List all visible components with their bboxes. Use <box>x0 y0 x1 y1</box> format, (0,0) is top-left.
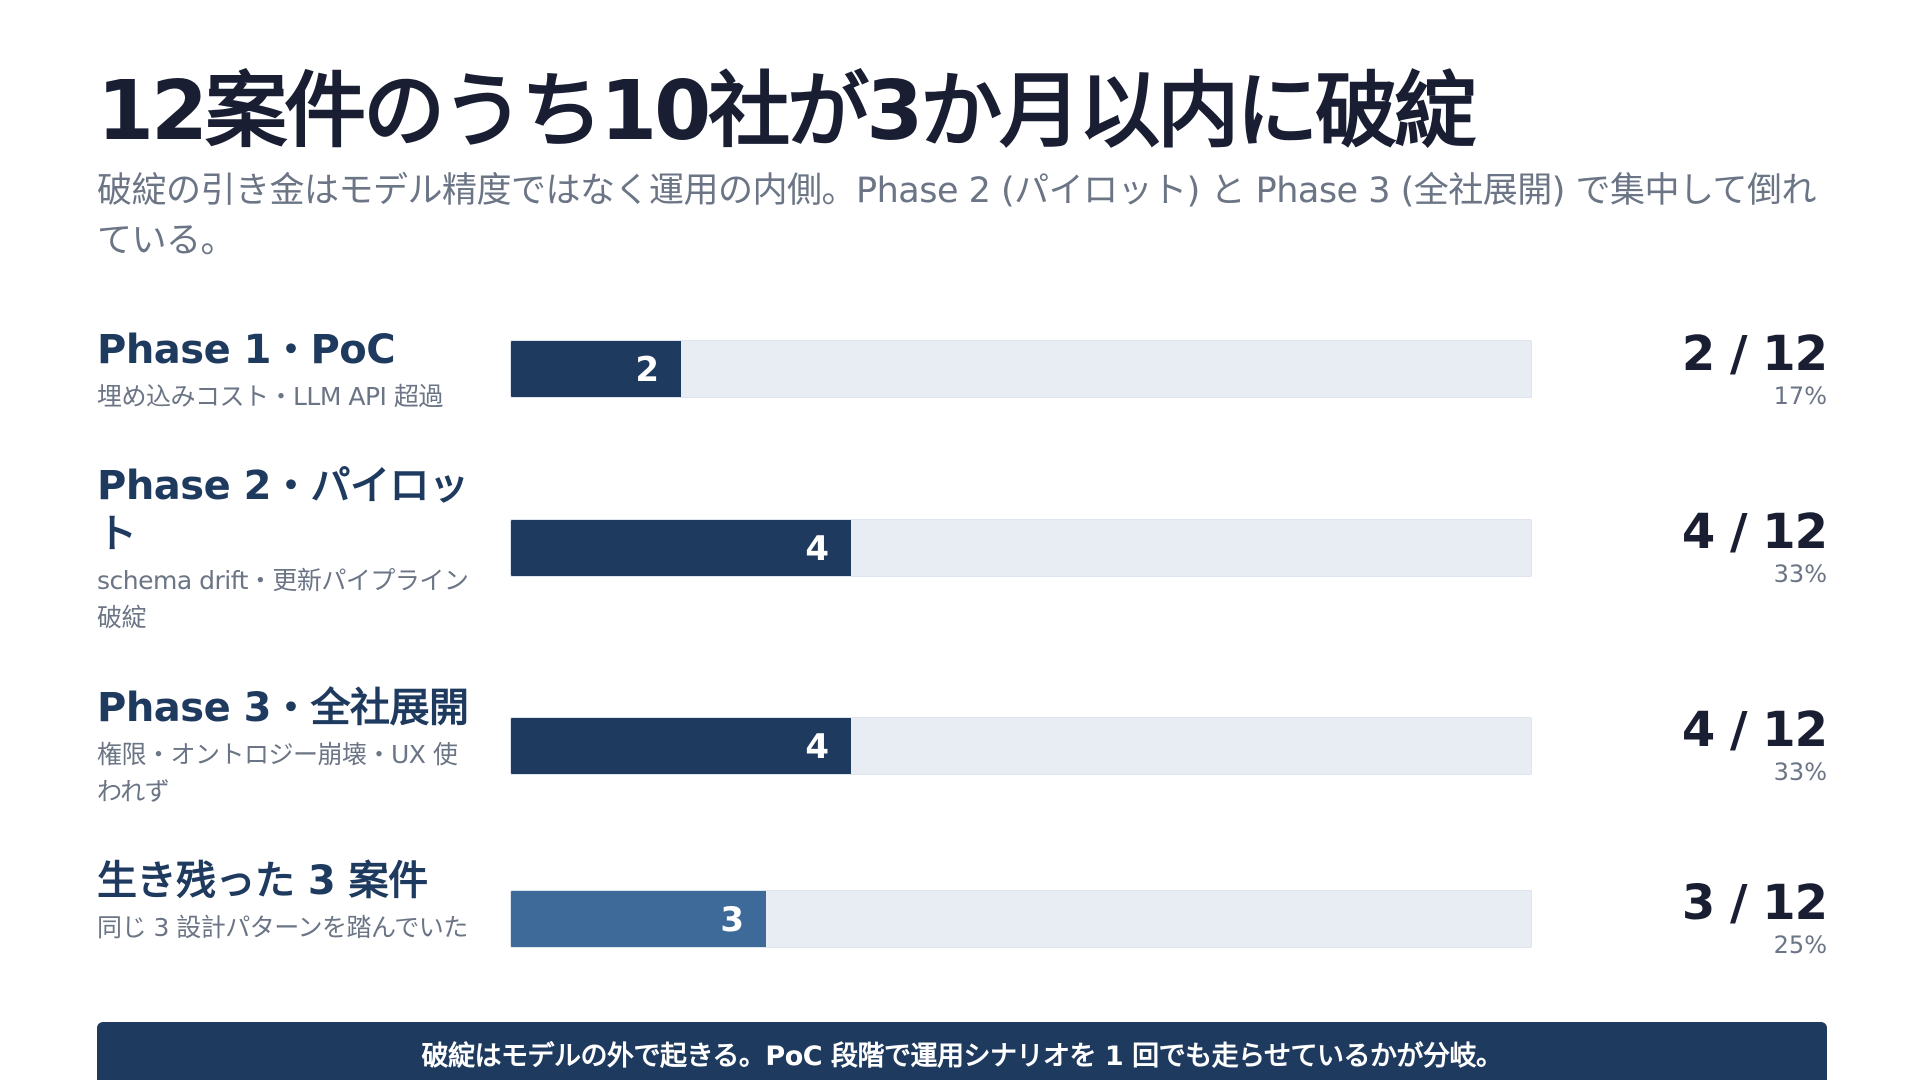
bar-track: 2 <box>510 340 1532 398</box>
ratio-block: 4 / 12 33% <box>1627 504 1828 588</box>
bar-chart: Phase 1・PoC 埋め込みコスト・LLM API 超過 2 2 / 12 … <box>97 0 1828 1000</box>
bar-track: 3 <box>510 890 1532 948</box>
category-description: 同じ 3 設計パターンを踏んでいた <box>97 913 468 942</box>
bar-track: 4 <box>510 717 1532 775</box>
row-label: Phase 1・PoC 埋め込みコスト・LLM API 超過 <box>97 326 477 415</box>
category-description: 埋め込みコスト・LLM API 超過 <box>97 382 443 411</box>
category-label: Phase 1・PoC <box>97 327 396 373</box>
category-description: 権限・オントロジー崩壊・UX 使われず <box>97 740 458 806</box>
category-label: Phase 3・全社展開 <box>97 685 469 731</box>
bar: 2 <box>511 341 681 397</box>
bar-value-label: 2 <box>635 350 659 390</box>
bar: 4 <box>511 520 851 576</box>
category-label: 生き残った 3 案件 <box>97 858 428 904</box>
footer-banner: 破綻はモデルの外で起きる。PoC 段階で運用シナリオを 1 回でも走らせているか… <box>97 1022 1827 1080</box>
row-label: Phase 3・全社展開 権限・オントロジー崩壊・UX 使われず <box>97 684 477 810</box>
ratio-block: 4 / 12 33% <box>1627 702 1828 786</box>
bar: 4 <box>511 718 851 774</box>
row-label: 生き残った 3 案件 同じ 3 設計パターンを踏んでいた <box>97 857 477 946</box>
ratio-block: 3 / 12 25% <box>1627 875 1828 959</box>
bar-track: 4 <box>510 519 1532 577</box>
bar-value-label: 4 <box>805 529 829 569</box>
percent-label: 25% <box>1773 931 1827 959</box>
bar: 3 <box>511 891 766 947</box>
category-description: schema drift・更新パイプライン破綻 <box>97 566 469 632</box>
ratio-label: 4 / 12 <box>1681 504 1828 560</box>
percent-label: 17% <box>1773 382 1827 410</box>
percent-label: 33% <box>1773 560 1827 588</box>
bar-value-label: 3 <box>720 900 744 940</box>
percent-label: 33% <box>1773 758 1827 786</box>
ratio-label: 4 / 12 <box>1681 702 1828 758</box>
page-subtitle: 破綻の引き金はモデル精度ではなく運用の内側。Phase 2 (パイロット) と … <box>97 171 1817 261</box>
ratio-label: 3 / 12 <box>1681 875 1828 931</box>
ratio-block: 2 / 12 17% <box>1627 326 1828 410</box>
bar-value-label: 4 <box>805 727 829 767</box>
row-label: Phase 2・パイロット schema drift・更新パイプライン破綻 <box>97 462 477 636</box>
slide: 12案件のうち10社が3か月以内に破綻 破綻の引き金はモデル精度ではなく運用の内… <box>97 0 1828 1080</box>
category-label: Phase 2・パイロット <box>97 463 469 557</box>
page-title: 12案件のうち10社が3か月以内に破綻 <box>97 64 1476 159</box>
ratio-label: 2 / 12 <box>1681 326 1828 382</box>
